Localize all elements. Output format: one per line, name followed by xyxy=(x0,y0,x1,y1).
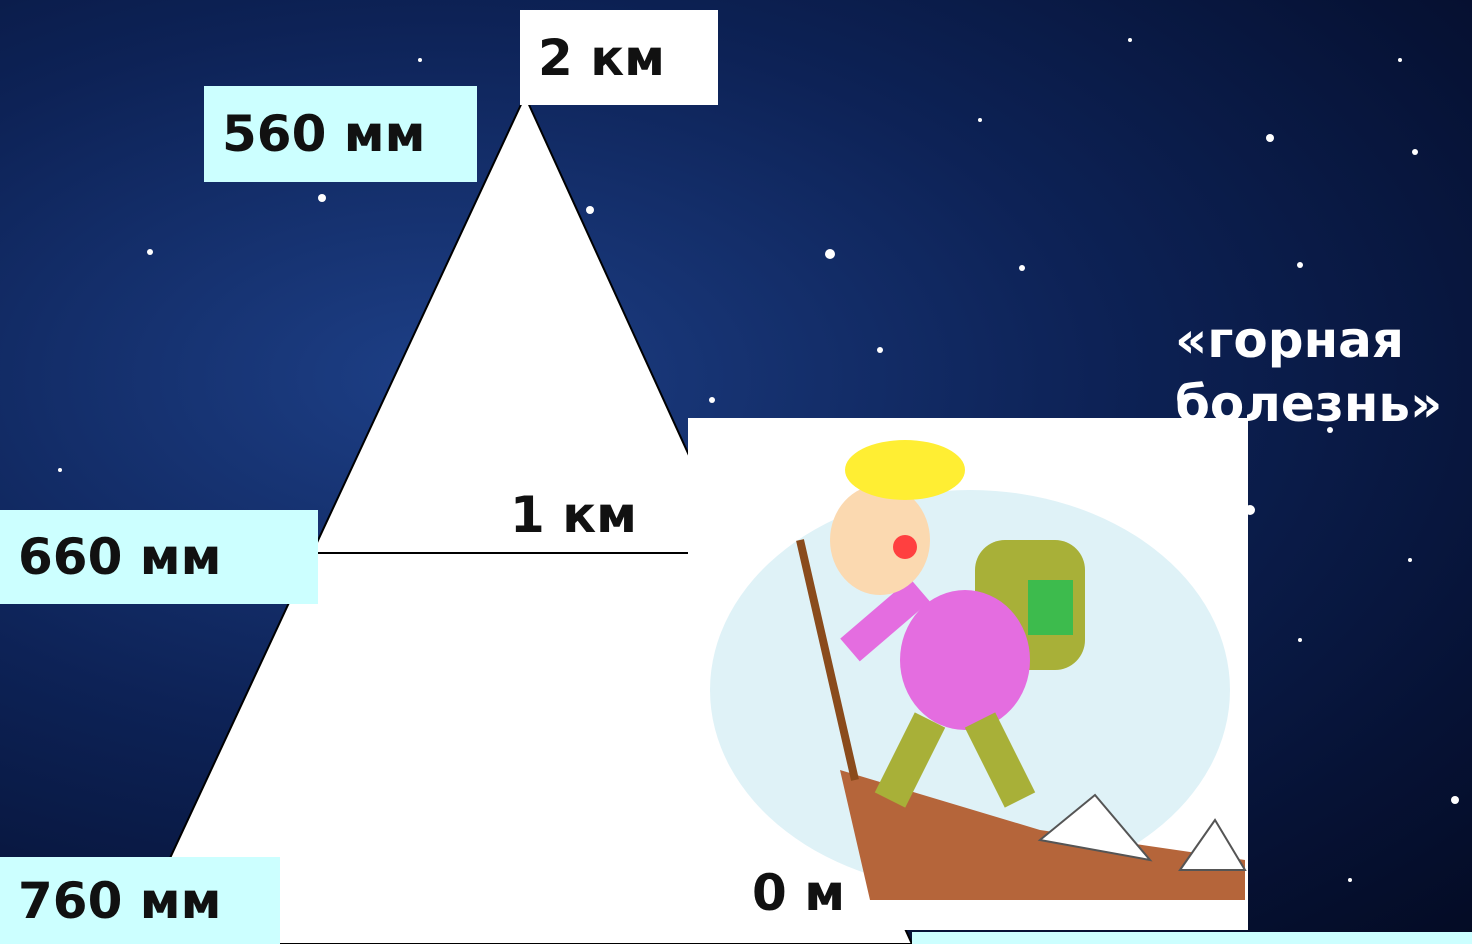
pressure-label: 560 мм xyxy=(204,86,477,182)
caption: «горная болезнь» xyxy=(1175,308,1472,436)
middle-label: 1 км xyxy=(510,490,637,540)
pressure-label: 660 мм xyxy=(0,510,318,604)
slide: 2 км 1 км 0 м 560 мм 660 мм 760 мм «горн… xyxy=(0,0,1472,944)
peak-label: 2 км xyxy=(520,10,718,105)
bottom-bar xyxy=(912,932,1472,944)
base-label: 0 м xyxy=(752,868,845,918)
pressure-label: 760 мм xyxy=(0,857,280,944)
hiker-picture xyxy=(688,418,1248,930)
